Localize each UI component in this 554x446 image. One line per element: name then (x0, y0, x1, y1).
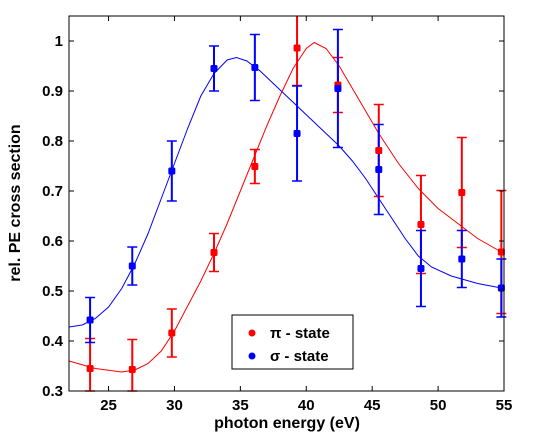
data-point-sigma-0 (86, 316, 94, 324)
data-point-pi-2 (168, 329, 176, 337)
y-tick-label: 1 (55, 33, 63, 50)
x-tick-label: 40 (298, 397, 315, 414)
data-point-sigma-7 (375, 166, 383, 173)
x-tick-label: 50 (430, 397, 447, 414)
data-point-pi-4 (251, 163, 259, 170)
data-point-sigma-1 (128, 262, 136, 270)
data-point-sigma-4 (251, 64, 259, 71)
y-tick-label: 0.8 (42, 133, 63, 150)
data-point-pi-1 (128, 366, 136, 373)
legend: π - state σ - state (231, 314, 354, 370)
x-axis-label: photon energy (eV) (214, 415, 360, 432)
data-point-sigma-9 (458, 255, 466, 263)
x-tick-label: 35 (232, 397, 249, 414)
data-point-sigma-3 (210, 65, 218, 72)
data-point-pi-3 (210, 249, 218, 256)
data-point-pi-0 (86, 365, 94, 372)
y-tick-label: 0.6 (42, 233, 63, 250)
plot-frame (68, 15, 505, 392)
data-point-pi-8 (417, 221, 425, 228)
x-tick-label: 45 (364, 397, 381, 414)
legend-label-pi: π - state (270, 325, 330, 342)
y-tick-label: 0.5 (42, 283, 63, 300)
y-tick-label: 0.7 (42, 183, 63, 200)
x-tick-label: 30 (166, 397, 183, 414)
data-point-sigma-10 (497, 284, 505, 292)
x-tick-label: 55 (496, 397, 513, 414)
y-tick-label: 0.3 (42, 383, 63, 400)
data-point-pi-7 (375, 147, 383, 154)
data-point-pi-10 (497, 248, 505, 256)
legend-marker-pi (248, 329, 256, 337)
y-tick-label: 0.4 (42, 333, 64, 350)
legend-marker-sigma (248, 352, 256, 360)
y-tick-label: 0.9 (42, 83, 63, 100)
fit-curve-pi (68, 41, 505, 373)
y-axis-label: rel. PE cross section (7, 124, 24, 281)
data-point-sigma-2 (168, 167, 176, 175)
x-tick-label: 25 (100, 397, 117, 414)
data-point-sigma-8 (417, 265, 425, 272)
legend-label-sigma: σ - state (270, 348, 329, 365)
fit-curves (68, 41, 505, 373)
data-point-pi-9 (458, 189, 466, 196)
data-point-pi-5 (293, 44, 301, 52)
fit-curve-sigma (68, 56, 505, 328)
data-points (86, 44, 505, 373)
data-point-sigma-6 (334, 85, 342, 92)
legend-box (231, 314, 354, 370)
axis-ticks: 25 30 35 40 45 50 55 0.3 0.4 0.5 0.6 0.7 0.8 0.9 1 (42, 16, 512, 414)
data-point-sigma-5 (293, 130, 301, 137)
